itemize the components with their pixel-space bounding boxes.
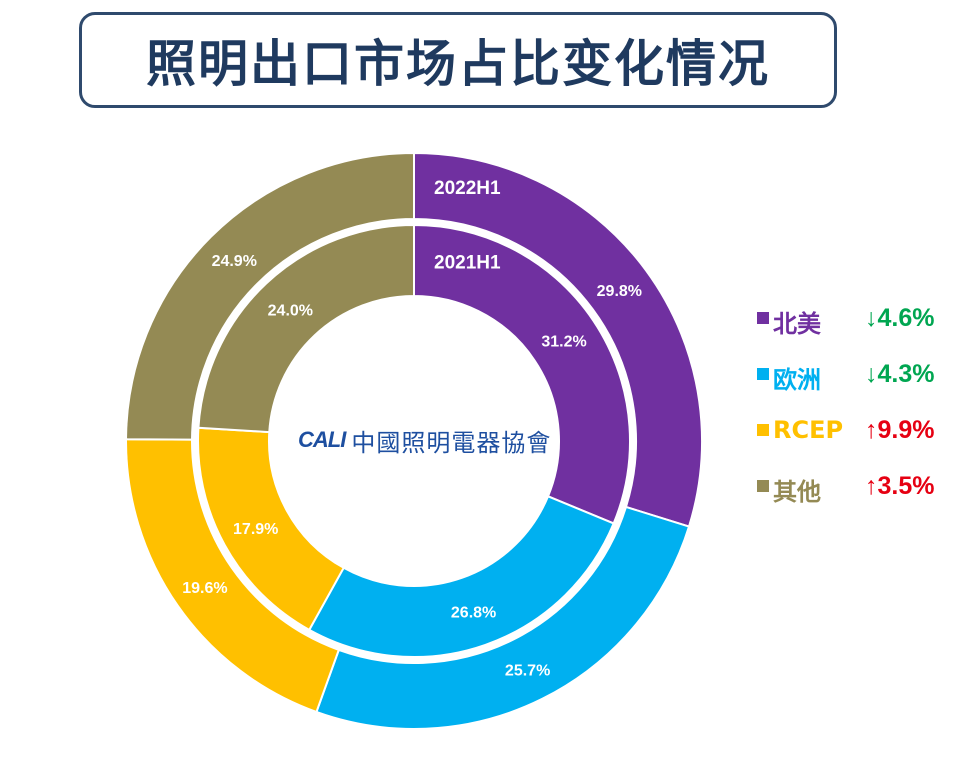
data-label-inner-other: 24.0% [268,303,313,320]
legend-item-north-america: 北美 ↓4.6% [745,300,960,356]
data-label-inner-europe: 26.8% [451,604,496,621]
legend-change: ↓4.3% [865,360,935,388]
cali-logo-mark: CALI [298,427,346,452]
legend-change: ↓4.6% [865,304,935,332]
legend-swatch-north-america [757,312,769,324]
title-box: 照明出口市场占比变化情况 [79,12,837,108]
chart-title: 照明出口市场占比变化情况 [146,35,770,93]
cali-logo-text: 中國照明電器協會 [351,428,552,457]
donut-slice-outer-other [124,151,415,441]
legend-swatch-europe [757,368,769,380]
legend-item-europe: 欧洲 ↓4.3% [745,356,960,412]
cali-logo: CALI 中國照明電器協會 [298,420,558,460]
donut-slice-inner-north-america [413,223,631,525]
data-label-inner-north-america: 31.2% [541,334,586,351]
donut-slice-inner-europe [307,495,615,658]
donut-slice-outer-north-america [413,151,703,528]
legend-label: RCEP [773,416,844,444]
donut-slice-inner-other [197,223,415,434]
ring-label-inner: 2021H1 [434,253,501,274]
data-label-outer-europe: 25.7% [505,662,550,679]
legend-swatch-rcep [757,424,769,436]
legend-label: 北美 [773,310,821,338]
legend: 北美 ↓4.6% 欧洲 ↓4.3% RCEP ↑9.9% 其他 ↑3.5% [745,300,960,524]
data-label-inner-rcep: 17.9% [233,521,278,538]
legend-label: 其他 [773,478,821,506]
legend-swatch-other [757,480,769,492]
legend-change: ↑9.9% [865,416,935,444]
legend-label: 欧洲 [773,366,821,394]
data-label-outer-other: 24.9% [212,253,257,270]
ring-label-outer: 2022H1 [434,178,501,199]
data-label-outer-rcep: 19.6% [182,580,227,597]
legend-change: ↑3.5% [865,472,935,500]
data-label-outer-north-america: 29.8% [597,283,642,300]
legend-item-rcep: RCEP ↑9.9% [745,412,960,468]
legend-item-other: 其他 ↑3.5% [745,468,960,524]
